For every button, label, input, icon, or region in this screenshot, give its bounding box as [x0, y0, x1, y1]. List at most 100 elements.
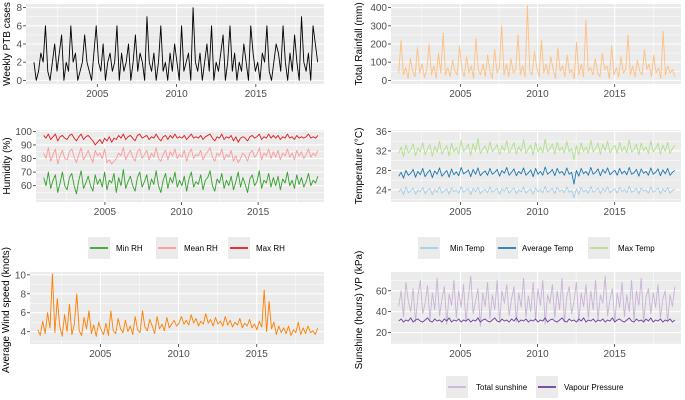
temperature-y-axis-label: Temperature (°C)	[354, 128, 365, 205]
sunshine-series	[398, 275, 676, 327]
legend-label-max-temp: Max Temp	[618, 244, 655, 253]
series-line-max-temp	[398, 137, 676, 161]
y-tick-label: 36	[376, 127, 388, 138]
y-tick-label: 32	[376, 146, 388, 157]
x-tick-label: 2005	[449, 207, 472, 218]
legend-label-average-temp: Average Temp	[522, 244, 574, 253]
x-tick-label: 2015	[604, 349, 627, 360]
ptb-y-ticks: 0 2 4 6 8	[16, 3, 26, 87]
y-tick-label: 70	[21, 168, 33, 179]
y-tick-label: 400	[370, 3, 387, 14]
x-tick-label: 2015	[604, 89, 627, 100]
humidity-x-ticks: 2005 2010 2015	[94, 202, 270, 218]
rainfall-y-axis-label: Total Rainfall (mm)	[354, 2, 365, 85]
y-tick-label: 100	[370, 58, 387, 69]
humidity-series	[43, 133, 319, 195]
y-tick-label: 60	[21, 181, 33, 192]
x-tick-label: 2010	[526, 89, 549, 100]
y-tick-label: 20	[376, 328, 388, 339]
x-tick-label: 2015	[246, 349, 269, 360]
rainfall-x-ticks: 2005 2010 2015	[449, 84, 626, 100]
ptb-x-ticks: 2005 2010 2015	[86, 84, 267, 100]
series-line-max-rh	[43, 133, 319, 146]
x-tick-label: 2015	[245, 89, 268, 100]
y-tick-label: 10	[15, 270, 27, 281]
ptb-series	[33, 7, 319, 81]
panel-temperature: 24 28 32 36 2005 2010 2015 Temperature (°C) M…	[354, 127, 681, 259]
x-tick-label: 2005	[94, 207, 117, 218]
sunshine-y-axis-label: Sunshine (hours) VP (kPa)	[354, 251, 365, 370]
panel-humidity: 60 70 80 90 100 2005 2010 2015 Humidity (%) Mi…	[2, 127, 324, 259]
series-line-mean-rh	[43, 147, 319, 165]
y-tick-label: 2	[16, 58, 22, 69]
y-tick-label: 8	[20, 289, 26, 300]
humidity-legend: Min RH Mean RH Max RH	[88, 237, 285, 259]
wind-y-ticks: 4 6 8 10	[15, 270, 30, 338]
wind-x-ticks: 2005 2010 2015	[89, 344, 268, 360]
legend-item-min-temp: Min Temp	[418, 237, 485, 259]
legend-item-average-temp: Average Temp	[496, 237, 574, 259]
sunshine-y-ticks: 20 40 60	[376, 286, 391, 339]
x-tick-label: 2005	[86, 89, 109, 100]
legend-item-mean-rh: Mean RH	[156, 237, 218, 259]
y-tick-label: 28	[376, 166, 388, 177]
series-line-min-rh	[43, 168, 319, 195]
legend-item-max-rh: Max RH	[228, 237, 285, 259]
y-tick-label: 6	[16, 21, 22, 32]
panel-ptb: 0 2 4 6 8 2005 2010 2015 Weekly PTB cases	[2, 2, 324, 100]
series-line-total-sunshine	[398, 275, 676, 327]
x-tick-label: 2015	[604, 207, 627, 218]
y-tick-label: 0	[16, 76, 22, 87]
y-tick-label: 6	[20, 308, 26, 319]
series-line-vapour-pressure	[398, 317, 676, 323]
legend-item-max-temp: Max Temp	[588, 237, 655, 259]
ptb-grid	[26, 4, 324, 84]
legend-label-min-rh: Min RH	[116, 244, 143, 253]
series-line-average-temp	[398, 166, 676, 185]
y-tick-label: 60	[376, 286, 388, 297]
wind-y-axis-label: Average Wind speed (knots)	[1, 247, 12, 373]
x-tick-label: 2010	[526, 207, 549, 218]
rainfall-series	[398, 5, 676, 79]
temperature-legend: Min Temp Average Temp Max Temp	[418, 237, 655, 259]
y-tick-label: 300	[370, 21, 387, 32]
humidity-plot-area	[36, 130, 324, 202]
series-line-average-wind-speed	[37, 273, 319, 337]
wind-grid	[30, 272, 324, 344]
legend-item-vapour-pressure: Vapour Pressure	[536, 376, 624, 398]
y-tick-label: 200	[370, 40, 387, 51]
sunshine-x-ticks: 2005 2010 2015	[449, 344, 626, 360]
x-tick-label: 2010	[170, 207, 193, 218]
humidity-y-axis-label: Humidity (%)	[2, 137, 13, 194]
legend-label-total-sunshine: Total sunshine	[476, 383, 528, 392]
temperature-x-ticks: 2005 2010 2015	[449, 202, 626, 218]
y-tick-label: 4	[16, 40, 22, 51]
legend-label-max-rh: Max RH	[256, 244, 285, 253]
x-tick-label: 2010	[167, 349, 190, 360]
x-tick-label: 2010	[526, 349, 549, 360]
rainfall-y-ticks: 0 100 200 300 400	[370, 3, 391, 87]
x-tick-label: 2005	[449, 89, 472, 100]
wind-plot-area	[30, 272, 324, 344]
legend-label-vapour-pressure: Vapour Pressure	[564, 383, 624, 392]
ptb-y-axis-label: Weekly PTB cases	[2, 2, 13, 86]
series-line-min-temp	[398, 185, 675, 199]
y-tick-label: 40	[376, 307, 388, 318]
x-tick-label: 2005	[449, 349, 472, 360]
temperature-y-ticks: 24 28 32 36	[376, 127, 391, 196]
legend-label-min-temp: Min Temp	[450, 244, 485, 253]
y-tick-label: 80	[21, 154, 33, 165]
humidity-y-ticks: 60 70 80 90 100	[15, 127, 36, 192]
series-line-weekly-ptb-cases	[33, 7, 319, 81]
panel-sunshine: 20 40 60 2005 2010 2015 Sunshine (hours) VP …	[354, 251, 681, 398]
legend-item-total-sunshine: Total sunshine	[446, 376, 528, 398]
sunshine-legend: Total sunshine Vapour Pressure	[446, 376, 624, 398]
legend-label-mean-rh: Mean RH	[184, 244, 218, 253]
y-tick-label: 4	[20, 327, 26, 338]
y-tick-label: 24	[376, 185, 388, 196]
temperature-series	[398, 137, 676, 199]
x-tick-label: 2015	[247, 207, 270, 218]
y-tick-label: 100	[15, 127, 32, 138]
rainfall-grid	[391, 4, 681, 84]
panel-rainfall: 0 100 200 300 400 2005 2010 2015 Total Rainfal…	[354, 2, 681, 100]
